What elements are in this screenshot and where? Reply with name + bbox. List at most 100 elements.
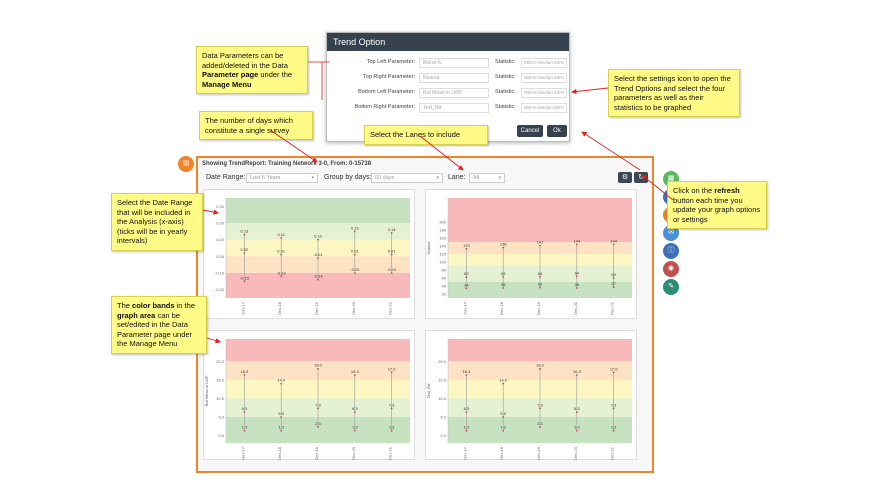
statistic-select[interactable]: 95th% Median 5th% <box>521 58 567 68</box>
data-point <box>539 367 541 370</box>
data-point <box>243 280 246 283</box>
y-tick-label: 15.0 <box>438 377 447 382</box>
y-tick-label: -0.20 <box>215 287 225 292</box>
data-point <box>243 429 246 432</box>
color-band <box>226 339 410 362</box>
parameter-select[interactable]: Below IL <box>419 58 489 68</box>
data-point <box>317 278 319 281</box>
date-range-select[interactable]: Last 5 Years ▾ <box>246 173 318 183</box>
x-tick-label: Dec-19 <box>314 446 319 460</box>
dialog-row: Bottom Right Parameter: Text_Rd Statistic:… <box>327 102 571 114</box>
data-point <box>390 371 393 374</box>
data-point <box>353 411 356 414</box>
trend-report-icon[interactable]: ▤ <box>178 156 194 172</box>
group-by-select[interactable]: 60 days ▾ <box>371 173 443 183</box>
data-label: 7.3 <box>537 402 543 407</box>
dialog-title: Trend Option <box>327 33 569 51</box>
note-color-bands: The color bands in the graph area can be… <box>111 296 207 354</box>
data-point <box>612 407 615 410</box>
statistic-label: Statistic: <box>495 104 516 110</box>
y-tick-label: 140 <box>439 244 446 249</box>
parameter-select[interactable]: Text_Rd <box>419 103 489 113</box>
target-icon[interactable]: ◉ <box>663 261 679 277</box>
data-point <box>280 275 283 278</box>
data-point <box>390 272 393 274</box>
data-label: 0.10 <box>314 234 323 239</box>
parameter-select[interactable]: Rut Mean in LWP <box>419 88 489 98</box>
data-point <box>502 429 505 432</box>
x-tick-label: Dec-21 <box>610 301 615 315</box>
data-label: 7.3 <box>389 402 395 407</box>
data-point <box>465 287 468 290</box>
data-label: 0.11 <box>277 232 285 237</box>
data-label: 63 <box>501 271 506 276</box>
statistic-select[interactable]: 95th% Median 5th% <box>521 73 567 83</box>
refresh-button[interactable]: ↻ <box>634 172 648 183</box>
chart-bottom-left: 20.0 15.0 10.0 5.0 0.0 Rut Mean in LWP Nov-17 D… <box>203 330 415 460</box>
data-point <box>465 411 468 414</box>
x-tick-label: Dec-19 <box>314 301 319 315</box>
ok-button[interactable]: Ok <box>547 125 567 137</box>
data-point <box>575 374 578 376</box>
data-point <box>317 407 319 410</box>
edit-icon[interactable]: ✎ <box>663 279 679 295</box>
data-label: 0.13 <box>241 229 250 234</box>
data-label: 1.3 <box>611 425 617 430</box>
parameter-select[interactable]: Naasra <box>419 73 489 83</box>
data-label: 17.0 <box>388 366 397 371</box>
lane-value: All <box>473 175 480 181</box>
x-tick-label: Dec-20 <box>573 301 578 315</box>
statistic-label: Statistic: <box>495 74 516 80</box>
data-point <box>390 429 393 432</box>
data-point <box>353 429 356 432</box>
cancel-button[interactable]: Cancel <box>517 125 543 137</box>
lane-select[interactable]: All ▾ <box>469 173 505 183</box>
y-tick-label: 180 <box>439 228 446 233</box>
data-label: 2.3 <box>537 421 543 426</box>
header-network: Training Network <box>268 161 317 167</box>
report-header: Showing TrendReport: Training Network 3-… <box>202 161 371 167</box>
x-tick-label: Dec-21 <box>610 446 615 460</box>
statistic-select[interactable]: 95th% Median 5th% <box>521 88 567 98</box>
chart-bottom-right-svg: 20.0 15.0 10.0 5.0 0.0 Text_Rd Nov-17 Dec-18 Dec… <box>426 339 632 460</box>
info-icon[interactable]: ⓘ <box>663 243 679 259</box>
data-point <box>353 253 356 256</box>
data-label: 18.0 <box>536 363 545 368</box>
data-label: 62 <box>464 271 469 276</box>
chart-bottom-right: 20.0 15.0 10.0 5.0 0.0 Text_Rd Nov-17 Dec-18 Dec… <box>425 330 637 460</box>
y-axis-label: Text_Rd <box>426 384 431 399</box>
chat-icon[interactable]: ✉ <box>663 225 679 241</box>
y-tick-label: 20 <box>442 292 447 297</box>
chart-bottom-left-svg: 20.0 15.0 10.0 5.0 0.0 Rut Mean in LWP Nov-17 D… <box>204 339 410 460</box>
data-label: 63 <box>538 271 543 276</box>
data-point <box>612 429 615 432</box>
statistic-select[interactable]: 95th% Median 5th% <box>521 103 567 113</box>
data-point <box>539 244 541 247</box>
y-tick-label: 200 <box>439 220 446 225</box>
data-point <box>317 257 319 259</box>
data-point <box>502 416 505 418</box>
data-point <box>353 230 356 233</box>
data-label: 1.3 <box>574 425 580 430</box>
note-settings: Select the settings icon to open the Tre… <box>608 69 740 117</box>
x-tick-label: Dec-21 <box>388 301 393 315</box>
data-label: 0.15 <box>351 225 360 230</box>
data-label: 1.3 <box>389 425 395 430</box>
data-label: 1.3 <box>278 425 284 430</box>
data-label: 7.3 <box>315 402 321 407</box>
settings-button[interactable]: ⚙ <box>618 172 632 183</box>
data-point <box>280 382 283 385</box>
dialog-row: Bottom Left Parameter: Rut Mean in LWP Sta… <box>327 87 571 99</box>
data-point <box>575 275 578 278</box>
y-tick-label: 20.0 <box>216 359 225 364</box>
y-tick-label: -0.10 <box>215 271 225 276</box>
data-label: 144 <box>610 238 617 243</box>
data-point <box>353 272 356 274</box>
trend-report-frame: Showing TrendReport: Training Network 3-… <box>196 156 654 473</box>
x-tick-label: Nov-17 <box>462 301 467 315</box>
data-label: 0.14 <box>388 227 397 232</box>
data-point <box>465 374 468 376</box>
y-tick-label: 0.0 <box>218 433 224 438</box>
data-label: 35 <box>501 282 506 287</box>
data-label: 1.3 <box>464 425 470 430</box>
